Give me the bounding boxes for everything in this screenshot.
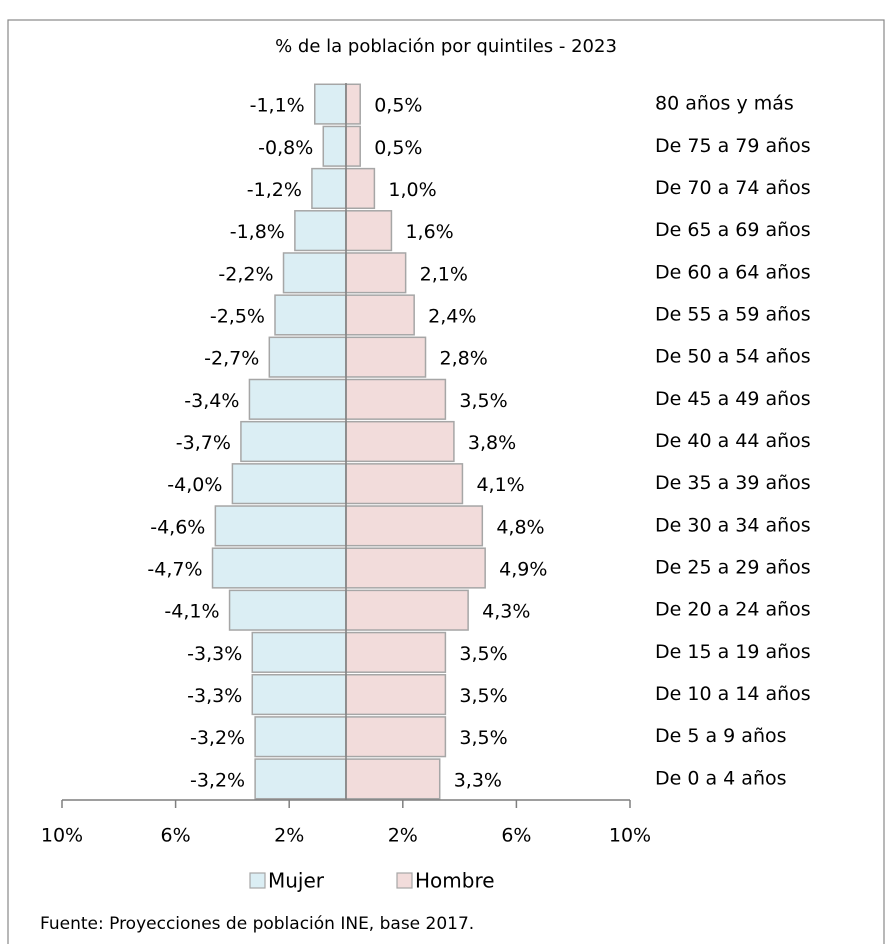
bar xyxy=(345,420,455,463)
data-label: 0,5% xyxy=(374,137,422,159)
category-label: De 50 a 54 años xyxy=(655,346,811,368)
data-label: 3,8% xyxy=(468,432,516,454)
source-note: Fuente: Proyecciones de población INE, b… xyxy=(40,914,474,934)
bar xyxy=(345,210,393,252)
bar xyxy=(294,210,347,252)
data-label: 4,3% xyxy=(482,601,530,623)
bar xyxy=(248,378,347,420)
legend-label: Mujer xyxy=(268,869,325,893)
bar xyxy=(268,336,347,378)
bar xyxy=(228,589,347,631)
data-label: 4,8% xyxy=(496,516,544,538)
category-label: De 75 a 79 años xyxy=(655,135,811,157)
data-label: -2,2% xyxy=(218,263,273,285)
category-label: De 10 a 14 años xyxy=(655,683,811,705)
category-label: De 60 a 64 años xyxy=(655,261,811,283)
category-label: De 5 a 9 años xyxy=(655,725,787,747)
category-label: 80 años y más xyxy=(655,93,794,115)
category-label: De 45 a 49 años xyxy=(655,388,811,410)
bar xyxy=(345,673,447,716)
data-label: -1,8% xyxy=(230,221,285,243)
bar xyxy=(254,716,347,758)
bar xyxy=(345,83,361,125)
bar xyxy=(251,673,347,716)
data-label: 3,5% xyxy=(459,390,507,412)
category-label: De 70 a 74 años xyxy=(655,177,811,199)
data-label: -3,2% xyxy=(190,769,245,791)
bar xyxy=(240,420,347,463)
data-label: -3,3% xyxy=(187,643,242,665)
data-label: 2,4% xyxy=(428,305,476,327)
legend-swatch xyxy=(249,872,266,889)
bar xyxy=(345,547,486,589)
bar xyxy=(314,83,347,125)
x-tick-label: 10% xyxy=(609,825,651,847)
chart-subtitle: % de la población por quintiles - 2023 xyxy=(275,36,617,57)
data-label: -3,4% xyxy=(184,390,239,412)
x-tick-label: 2% xyxy=(274,825,304,847)
data-label: -3,2% xyxy=(190,727,245,749)
data-label: 3,5% xyxy=(459,727,507,749)
x-tick-label: 6% xyxy=(501,825,531,847)
bar xyxy=(345,716,447,758)
bar xyxy=(282,252,347,294)
bar xyxy=(345,378,447,420)
bar xyxy=(345,167,376,210)
bar xyxy=(345,252,407,294)
category-label: De 0 a 4 años xyxy=(655,767,787,789)
bar xyxy=(211,547,347,589)
data-label: 1,6% xyxy=(405,221,453,243)
bar xyxy=(345,505,484,547)
data-label: -4,7% xyxy=(147,559,202,581)
x-tick-label: 6% xyxy=(161,825,191,847)
data-label: -0,8% xyxy=(258,137,313,159)
data-label: -2,5% xyxy=(210,305,265,327)
data-label: -1,2% xyxy=(247,179,302,201)
data-label: -4,6% xyxy=(150,516,205,538)
bar xyxy=(345,463,464,505)
data-label: -1,1% xyxy=(250,95,305,117)
data-label: 2,1% xyxy=(420,263,468,285)
data-label: -4,1% xyxy=(164,601,219,623)
data-label: -3,3% xyxy=(187,685,242,707)
data-label: 3,5% xyxy=(459,643,507,665)
legend-swatch xyxy=(396,872,413,889)
category-label: De 30 a 34 años xyxy=(655,514,811,536)
category-label: De 55 a 59 años xyxy=(655,303,811,325)
bar xyxy=(311,167,347,210)
legend-label: Hombre xyxy=(415,869,495,893)
category-label: De 15 a 19 años xyxy=(655,641,811,663)
bar xyxy=(231,463,347,505)
bar xyxy=(274,294,347,336)
data-label: -4,0% xyxy=(167,474,222,496)
bar xyxy=(345,336,427,378)
category-label: De 40 a 44 años xyxy=(655,430,811,452)
data-label: 1,0% xyxy=(388,179,436,201)
data-label: 4,1% xyxy=(476,474,524,496)
data-label: -2,7% xyxy=(204,348,259,370)
x-tick-label: 10% xyxy=(41,825,83,847)
bar xyxy=(345,294,415,336)
bar xyxy=(251,631,347,673)
category-label: De 25 a 29 años xyxy=(655,557,811,579)
bar xyxy=(345,758,441,800)
bar xyxy=(345,125,361,167)
bar xyxy=(254,758,347,800)
data-label: 3,3% xyxy=(454,769,502,791)
category-label: De 35 a 39 años xyxy=(655,472,811,494)
data-label: 3,5% xyxy=(459,685,507,707)
data-label: -3,7% xyxy=(176,432,231,454)
category-label: De 20 a 24 años xyxy=(655,599,811,621)
bar xyxy=(322,125,347,167)
data-label: 0,5% xyxy=(374,95,422,117)
data-label: 4,9% xyxy=(499,559,547,581)
bar xyxy=(345,631,447,673)
bar xyxy=(214,505,347,547)
x-tick-label: 2% xyxy=(388,825,418,847)
data-label: 2,8% xyxy=(440,348,488,370)
category-label: De 65 a 69 años xyxy=(655,219,811,241)
bar xyxy=(345,589,469,631)
